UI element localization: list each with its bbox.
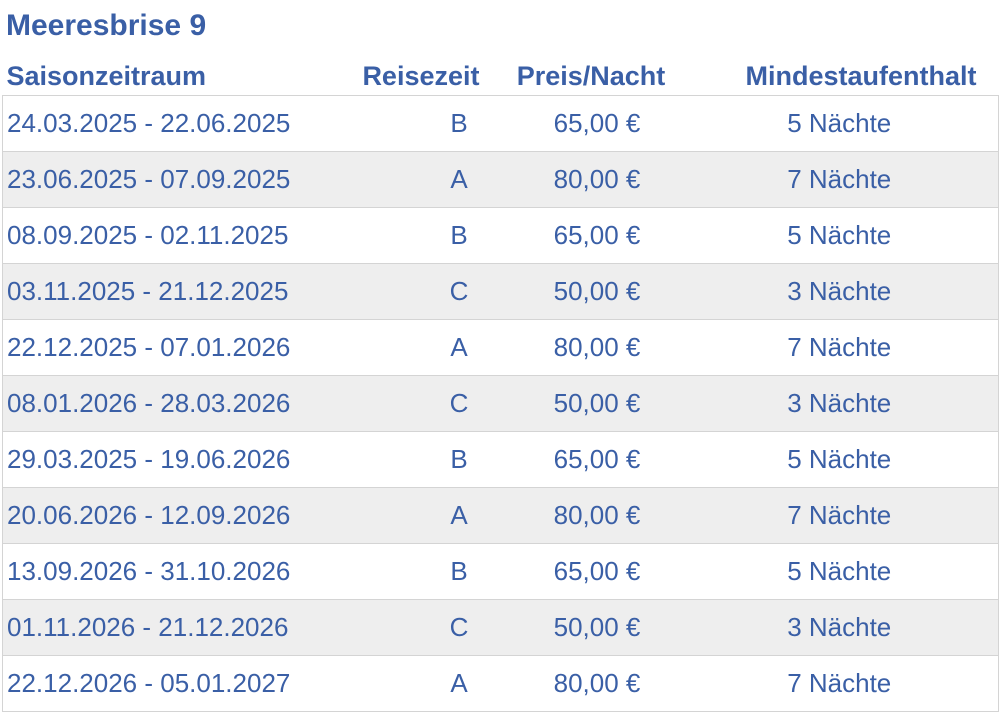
minimum-stay-cell: 3 Nächte bbox=[688, 375, 999, 432]
minimum-stay-cell: 3 Nächte bbox=[688, 263, 999, 320]
table-header-row: Saisonzeitraum Reisezeit Preis/Nacht Min… bbox=[3, 58, 999, 96]
travel-time-cell: A bbox=[312, 319, 506, 376]
travel-time-cell: A bbox=[312, 487, 506, 544]
table-row: 22.12.2026 - 05.01.2027 A 80,00 €7 Nächte bbox=[2, 655, 999, 712]
price-per-night-cell: 65,00 € bbox=[505, 543, 689, 600]
minimum-stay-cell: 7 Nächte bbox=[688, 319, 999, 376]
price-per-night-cell: 50,00 € bbox=[505, 263, 689, 320]
minimum-stay-cell: 5 Nächte bbox=[688, 207, 999, 264]
table-row: 01.11.2026 - 21.12.2026 C 50,00 €3 Nächte bbox=[2, 599, 999, 656]
table-row: 13.09.2026 - 31.10.2026 B 65,00 €5 Nächte bbox=[2, 543, 999, 600]
season-price-table: Saisonzeitraum Reisezeit Preis/Nacht Min… bbox=[2, 58, 999, 712]
minimum-stay-cell: 7 Nächte bbox=[688, 655, 999, 712]
season-period-cell: 13.09.2026 - 31.10.2026 bbox=[2, 543, 313, 600]
travel-time-cell: B bbox=[312, 543, 506, 600]
table-row: 24.03.2025 - 22.06.2025 B 65,00 €5 Nächte bbox=[2, 95, 999, 152]
table-row: 08.09.2025 - 02.11.2025 B 65,00 €5 Nächte bbox=[2, 207, 999, 264]
season-period-cell: 23.06.2025 - 07.09.2025 bbox=[2, 151, 313, 208]
column-header-preis-nacht: Preis/Nacht bbox=[516, 61, 666, 91]
travel-time-cell: B bbox=[312, 95, 506, 152]
travel-time-cell: A bbox=[312, 151, 506, 208]
price-per-night-cell: 50,00 € bbox=[505, 599, 689, 656]
minimum-stay-cell: 7 Nächte bbox=[688, 151, 999, 208]
column-header-mindestaufenthalt: Mindestaufenthalt bbox=[745, 61, 977, 91]
table-row: 03.11.2025 - 21.12.2025 C 50,00 €3 Nächte bbox=[2, 263, 999, 320]
table-body: 24.03.2025 - 22.06.2025 B 65,00 €5 Nächte 2… bbox=[2, 95, 999, 712]
price-per-night-cell: 65,00 € bbox=[505, 95, 689, 152]
table-row: 29.03.2025 - 19.06.2026 B 65,00 €5 Nächte bbox=[2, 431, 999, 488]
season-period-cell: 22.12.2025 - 07.01.2026 bbox=[2, 319, 313, 376]
column-header-saisonzeitraum: Saisonzeitraum bbox=[6, 61, 207, 91]
table-row: 08.01.2026 - 28.03.2026 C 50,00 €3 Nächte bbox=[2, 375, 999, 432]
price-per-night-cell: 50,00 € bbox=[505, 375, 689, 432]
season-period-cell: 29.03.2025 - 19.06.2026 bbox=[2, 431, 313, 488]
season-period-cell: 08.09.2025 - 02.11.2025 bbox=[2, 207, 313, 264]
travel-time-cell: C bbox=[312, 375, 506, 432]
price-per-night-cell: 80,00 € bbox=[505, 151, 689, 208]
table-row: 23.06.2025 - 07.09.2025 A 80,00 €7 Nächte bbox=[2, 151, 999, 208]
column-header-reisezeit: Reisezeit bbox=[362, 61, 480, 91]
page-title: Meeresbrise 9 bbox=[6, 9, 207, 42]
travel-time-cell: A bbox=[312, 655, 506, 712]
travel-time-cell: B bbox=[312, 431, 506, 488]
season-period-cell: 08.01.2026 - 28.03.2026 bbox=[2, 375, 313, 432]
table-row: 20.06.2026 - 12.09.2026 A 80,00 €7 Nächte bbox=[2, 487, 999, 544]
price-per-night-cell: 80,00 € bbox=[505, 487, 689, 544]
minimum-stay-cell: 7 Nächte bbox=[688, 487, 999, 544]
travel-time-cell: C bbox=[312, 263, 506, 320]
minimum-stay-cell: 5 Nächte bbox=[688, 95, 999, 152]
price-per-night-cell: 80,00 € bbox=[505, 319, 689, 376]
table-row: 22.12.2025 - 07.01.2026 A 80,00 €7 Nächte bbox=[2, 319, 999, 376]
season-period-cell: 22.12.2026 - 05.01.2027 bbox=[2, 655, 313, 712]
season-period-cell: 24.03.2025 - 22.06.2025 bbox=[2, 95, 313, 152]
season-period-cell: 20.06.2026 - 12.09.2026 bbox=[2, 487, 313, 544]
travel-time-cell: B bbox=[312, 207, 506, 264]
minimum-stay-cell: 3 Nächte bbox=[688, 599, 999, 656]
price-per-night-cell: 80,00 € bbox=[505, 655, 689, 712]
season-period-cell: 01.11.2026 - 21.12.2026 bbox=[2, 599, 313, 656]
minimum-stay-cell: 5 Nächte bbox=[688, 543, 999, 600]
travel-time-cell: C bbox=[312, 599, 506, 656]
season-period-cell: 03.11.2025 - 21.12.2025 bbox=[2, 263, 313, 320]
price-per-night-cell: 65,00 € bbox=[505, 431, 689, 488]
minimum-stay-cell: 5 Nächte bbox=[688, 431, 999, 488]
price-per-night-cell: 65,00 € bbox=[505, 207, 689, 264]
